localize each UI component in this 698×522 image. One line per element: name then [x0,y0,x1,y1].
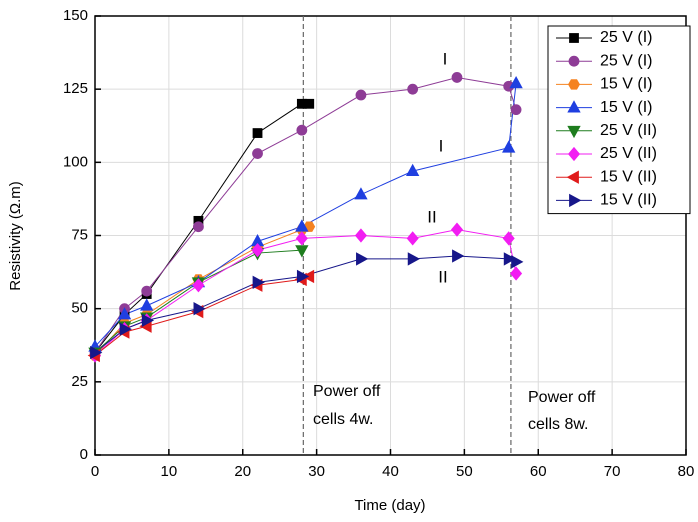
marker [450,222,464,237]
marker [304,98,315,109]
series-line [94,249,302,353]
marker [406,231,419,246]
marker [193,221,204,233]
marker [295,231,308,246]
marker [511,255,524,269]
marker [451,72,463,83]
marker [510,104,522,116]
marker [502,140,516,153]
marker [568,55,580,67]
marker [569,193,582,208]
marker [452,249,465,263]
y-tick-label: 100 [63,153,88,170]
y-tick-label: 75 [71,226,88,243]
y-axis-label: Resistivity (Ω.m) [7,181,24,291]
marker [295,219,309,232]
annotation: II [438,267,447,286]
annotation: II [427,207,436,226]
marker [569,33,579,43]
legend-label: 15 V (II) [600,192,657,209]
marker [568,79,580,90]
annotation: I [443,49,448,68]
marker [407,252,420,266]
marker [252,128,263,138]
legend-label: 15 V (I) [600,76,652,93]
marker [193,301,206,316]
marker [567,146,581,162]
marker [502,231,515,246]
marker [503,252,517,266]
annotation: I [439,136,444,155]
legend-label: 25 V (II) [600,122,657,139]
marker [252,148,263,159]
series-line [94,76,517,353]
marker [356,252,369,266]
legend-label: 15 V (I) [600,99,652,116]
series-line [94,83,517,348]
x-tick-label: 0 [91,463,99,480]
legend: 25 V (I) 25 V (I) 15 V (I) 15 V (I) 25 V (II… [547,25,691,215]
x-tick-label: 30 [308,463,325,480]
y-tick-label: 125 [63,80,88,97]
marker [295,245,309,258]
plot-frame [94,15,687,456]
marker [354,228,367,243]
annotation: Power off [313,383,381,400]
x-tick-label: 70 [604,463,621,480]
series-line [94,255,517,353]
marker [407,83,419,95]
marker [119,322,132,336]
marker [140,298,154,311]
legend-label: 25 V (I) [600,29,652,46]
marker [355,89,367,101]
y-tick-label: 50 [71,300,88,317]
marker [567,125,581,139]
x-axis-label: Time (day) [354,497,425,514]
x-tick-label: 50 [456,463,473,480]
x-tick-label: 40 [382,463,399,480]
marker [296,269,310,284]
marker [354,187,368,200]
x-tick-label: 80 [678,463,695,480]
marker [252,275,265,290]
annotation: cells 8w. [528,416,588,433]
marker [141,313,155,328]
x-tick-label: 60 [530,463,547,480]
marker [296,124,308,136]
x-tick-label: 20 [234,463,251,480]
marker [510,266,523,281]
y-tick-label: 25 [71,373,88,390]
marker [90,345,103,360]
marker [251,243,264,258]
y-tick-label: 150 [63,7,88,24]
legend-label: 25 V (I) [600,52,652,69]
legend-label: 25 V (II) [600,145,657,162]
marker [567,100,581,113]
y-tick-label: 0 [80,446,88,463]
marker [509,75,523,89]
marker [141,285,153,297]
annotation: cells 4w. [313,411,373,428]
marker [566,170,579,184]
marker [192,278,205,293]
annotation: Power off [528,389,596,406]
x-tick-label: 10 [161,463,178,480]
marker [117,307,132,320]
marker [405,163,420,177]
legend-label: 15 V (II) [600,168,657,185]
